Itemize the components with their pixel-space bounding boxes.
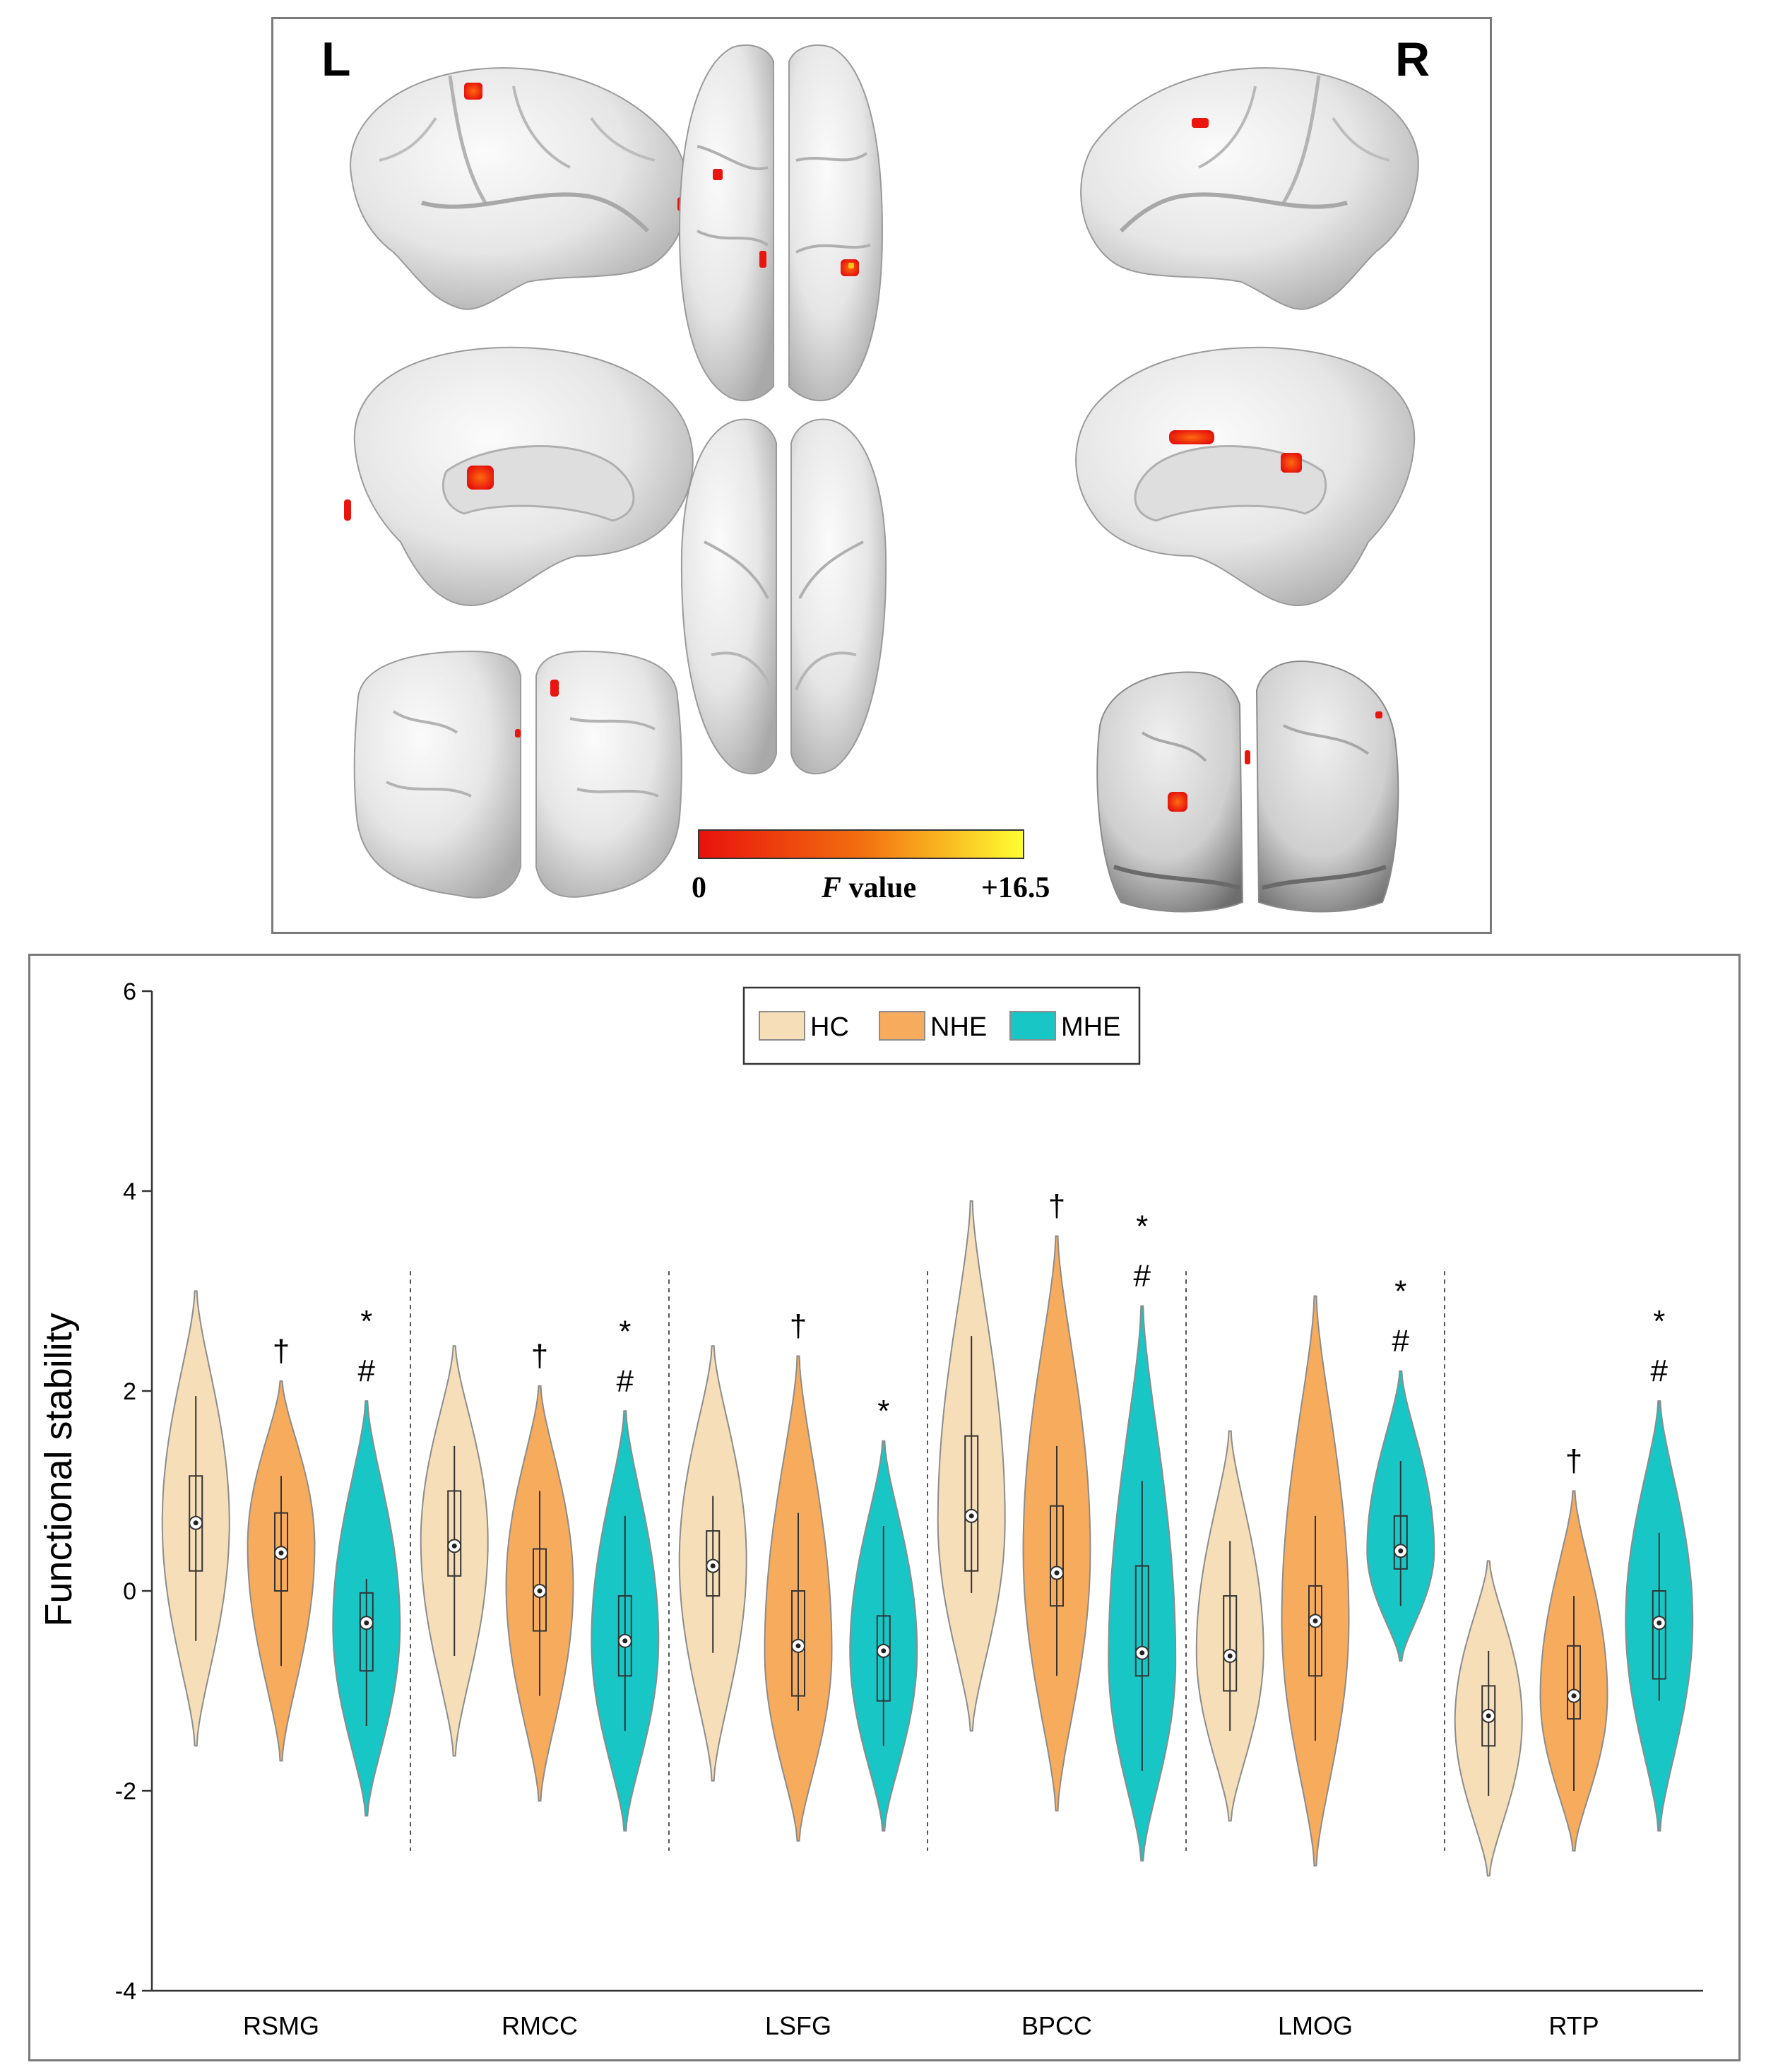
f-value-colorbar [698, 829, 1024, 859]
significance-mark-nhe-rmcc: † [531, 1339, 548, 1373]
significance-mark-nhe-bpcc: † [1048, 1189, 1065, 1224]
x-tick-label-rtp: RTP [1548, 2011, 1599, 2040]
significance-mark-mhe-lmog: * [1394, 1274, 1406, 1309]
superior-brain-view [678, 44, 884, 401]
y-tick-label: -4 [115, 1978, 136, 2005]
median-center-mhe-bpcc [1139, 1650, 1145, 1656]
significance-mark-mhe-bpcc: * [1136, 1209, 1148, 1244]
colorbar-variable-name: value [841, 872, 917, 904]
median-center-nhe-rmcc [537, 1588, 543, 1594]
median-center-mhe-lsfg [881, 1648, 887, 1654]
violin-chart: -4 -2 0 2 4 6 Functional stability RSMG RMCC LSFG… [37, 978, 1703, 2040]
median-center-nhe-rsmg [278, 1550, 284, 1556]
median-center-hc-lmog [1227, 1653, 1233, 1659]
right-lateral-brain [1080, 67, 1419, 310]
brain-figure-panel: L R [271, 17, 1492, 934]
median-center-mhe-lmog [1398, 1548, 1404, 1553]
legend-label-hc: HC [810, 1012, 849, 1042]
median-center-nhe-bpcc [1054, 1570, 1060, 1576]
significance-mark-mhe-rmcc: * [619, 1314, 631, 1349]
left-lateral-cluster [464, 83, 482, 100]
right-hemisphere-label: R [1395, 32, 1430, 86]
box-mhe-lmog [1393, 1515, 1408, 1570]
significance-mark-mhe-rtp: # [1651, 1354, 1669, 1388]
x-tick-label-rmcc: RMCC [502, 2011, 578, 2040]
box-mhe-rmcc [617, 1595, 632, 1677]
posterior-cluster [1168, 792, 1187, 812]
violin-chart-panel: -4 -2 0 2 4 6 Functional stability RSMG RMCC LSFG… [28, 954, 1741, 2061]
legend-label-nhe: NHE [930, 1012, 987, 1042]
box-nhe-bpcc [1050, 1505, 1064, 1607]
median-center-nhe-lsfg [795, 1643, 801, 1649]
median-center-nhe-rtp [1571, 1693, 1577, 1699]
box-hc-bpcc [964, 1435, 979, 1572]
x-tick-label-bpcc: BPCC [1021, 2011, 1092, 2040]
box-nhe-rtp [1567, 1645, 1581, 1720]
brain-surface-renderings [344, 44, 1419, 913]
left-medial-brain [344, 346, 694, 607]
median-center-hc-rtp [1486, 1713, 1491, 1719]
left-lateral-brain [350, 67, 689, 310]
x-tick-label-lsfg: LSFG [765, 2011, 831, 2040]
box-mhe-rsmg [359, 1592, 374, 1672]
box-mhe-lsfg [876, 1615, 891, 1702]
left-medial-cluster [467, 466, 494, 490]
significance-mark-nhe-rsmg: † [273, 1334, 290, 1368]
legend-swatch-mhe [1009, 1011, 1056, 1041]
colorbar-variable-label: F value [822, 871, 916, 905]
right-medial-cluster-posterior [1281, 453, 1302, 473]
significance-mark-mhe-bpcc: # [1134, 1259, 1151, 1293]
x-tick-label-lmog: LMOG [1278, 2011, 1353, 2040]
y-tick-label: 4 [123, 1178, 136, 1205]
box-mhe-bpcc [1134, 1565, 1149, 1677]
median-center-mhe-rtp [1657, 1620, 1662, 1626]
right-medial-cluster-cingulate [1169, 430, 1214, 444]
legend-swatch-hc [759, 1011, 805, 1041]
right-medial-brain [1075, 346, 1416, 607]
median-center-mhe-rsmg [364, 1620, 369, 1626]
significance-mark-nhe-rtp: † [1565, 1444, 1582, 1479]
x-tick-label-rsmg: RSMG [243, 2011, 319, 2040]
legend-box [742, 986, 1141, 1065]
median-center-mhe-rmcc [622, 1638, 628, 1644]
colorbar-max-label: +16.5 [981, 872, 1050, 904]
posterior-brain-view [1096, 661, 1399, 913]
left-hemisphere-label: L [321, 32, 351, 86]
significance-mark-mhe-lmog: # [1392, 1324, 1410, 1358]
median-center-nhe-lmog [1312, 1618, 1318, 1623]
y-tick-label: 2 [123, 1378, 136, 1405]
box-mhe-rtp [1652, 1590, 1666, 1680]
colorbar-variable-symbol: F [822, 872, 842, 904]
legend-label-mhe: MHE [1061, 1012, 1120, 1042]
legend-swatch-nhe [879, 1011, 925, 1041]
significance-mark-mhe-rtp: * [1653, 1304, 1665, 1339]
significance-mark-mhe-rsmg: # [358, 1354, 376, 1388]
median-center-hc-lsfg [710, 1563, 716, 1569]
box-nhe-lmog [1308, 1585, 1322, 1677]
significance-mark-mhe-rmcc: # [617, 1363, 634, 1398]
y-axis-label: Functional stability [37, 1313, 80, 1626]
anterior-brain-view [353, 650, 682, 899]
inferior-brain-view [680, 418, 887, 775]
y-tick-label: 6 [123, 978, 136, 1005]
colorbar-min-label: 0 [692, 872, 706, 904]
significance-mark-nhe-lsfg: † [790, 1308, 807, 1343]
significance-mark-mhe-rsmg: * [360, 1304, 372, 1339]
y-tick-label: -2 [115, 1778, 136, 1805]
box-hc-lmog [1223, 1595, 1238, 1692]
median-center-hc-bpcc [968, 1513, 974, 1519]
box-hc-rmcc [447, 1490, 462, 1577]
median-center-hc-rmcc [451, 1543, 457, 1549]
median-center-hc-rsmg [193, 1520, 198, 1526]
y-tick-label: 0 [123, 1578, 136, 1605]
significance-mark-mhe-lsfg: * [877, 1394, 889, 1428]
